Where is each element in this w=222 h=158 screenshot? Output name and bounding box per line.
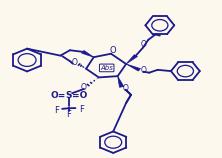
Text: O: O — [141, 66, 146, 75]
Text: O: O — [81, 83, 87, 92]
Text: O: O — [123, 84, 129, 93]
Text: O=: O= — [50, 91, 66, 100]
Text: O: O — [140, 40, 146, 49]
Text: F: F — [66, 110, 71, 119]
Text: F: F — [79, 105, 84, 113]
Text: F: F — [54, 106, 59, 115]
Polygon shape — [126, 55, 137, 64]
Polygon shape — [118, 76, 124, 87]
Text: O: O — [72, 58, 78, 67]
Text: =O: =O — [72, 91, 87, 100]
Text: O: O — [109, 46, 116, 55]
Polygon shape — [126, 64, 141, 71]
Text: S: S — [65, 91, 72, 100]
Polygon shape — [81, 51, 94, 57]
Text: Abs: Abs — [100, 65, 113, 71]
